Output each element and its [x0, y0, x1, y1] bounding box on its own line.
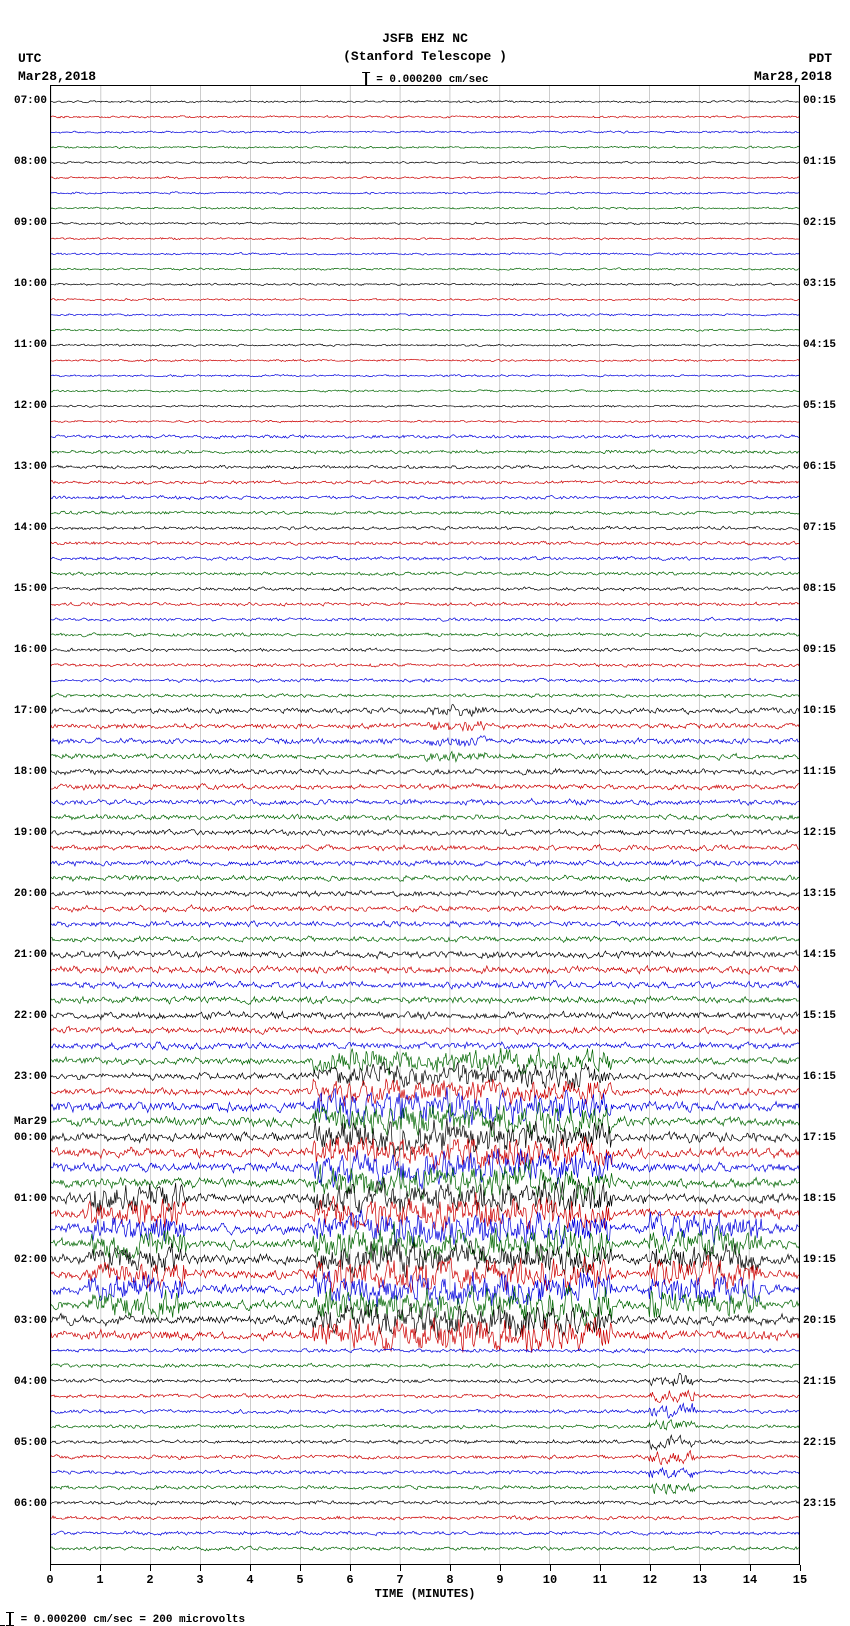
y-left-label: 08:00 [14, 156, 51, 168]
x-axis: TIME (MINUTES) 0123456789101112131415 [50, 1565, 800, 1600]
x-tick [450, 1565, 451, 1571]
y-right-label: 04:15 [799, 339, 836, 351]
y-right-label: 10:15 [799, 705, 836, 717]
y-left-label: 09:00 [14, 217, 51, 229]
y-left-label: 00:00 [14, 1132, 51, 1144]
x-tick-label: 13 [693, 1573, 707, 1587]
x-tick-label: 5 [296, 1573, 303, 1587]
y-left-label: 22:00 [14, 1010, 51, 1022]
header-right: PDT Mar28,2018 [754, 50, 832, 86]
y-left-label: 05:00 [14, 1437, 51, 1449]
station-subtitle: (Stanford Telescope ) [343, 48, 507, 66]
x-tick [400, 1565, 401, 1571]
x-tick [300, 1565, 301, 1571]
y-left-label: 11:00 [14, 339, 51, 351]
y-left-label: 19:00 [14, 827, 51, 839]
y-right-label: 17:15 [799, 1132, 836, 1144]
x-tick-label: 4 [246, 1573, 253, 1587]
footer-scale-bar-icon [0, 1612, 14, 1626]
helicorder-svg [51, 86, 799, 1564]
x-tick-label: 6 [346, 1573, 353, 1587]
x-tick-label: 7 [396, 1573, 403, 1587]
tz-right-label: PDT [754, 50, 832, 68]
header-center: JSFB EHZ NC (Stanford Telescope ) = 0.00… [343, 30, 507, 89]
y-left-label: 21:00 [14, 949, 51, 961]
station-title: JSFB EHZ NC [343, 30, 507, 48]
y-left-label: 23:00 [14, 1071, 51, 1083]
x-tick-label: 2 [146, 1573, 153, 1587]
y-right-label: 03:15 [799, 278, 836, 290]
y-right-label: 11:15 [799, 766, 836, 778]
y-left-label: 02:00 [14, 1254, 51, 1266]
x-axis-title: TIME (MINUTES) [375, 1587, 476, 1601]
x-tick [700, 1565, 701, 1571]
y-right-label: 14:15 [799, 949, 836, 961]
y-right-label: 09:15 [799, 644, 836, 656]
date-left-label: Mar28,2018 [18, 68, 96, 86]
x-tick [500, 1565, 501, 1571]
x-tick [750, 1565, 751, 1571]
y-right-label: 16:15 [799, 1071, 836, 1083]
y-left-label: 20:00 [14, 888, 51, 900]
y-right-label: 18:15 [799, 1193, 836, 1205]
x-tick-label: 3 [196, 1573, 203, 1587]
y-right-label: 06:15 [799, 461, 836, 473]
x-tick-label: 1 [96, 1573, 103, 1587]
header-left: UTC Mar28,2018 [18, 50, 96, 86]
x-tick-label: 11 [593, 1573, 607, 1587]
footer: = 0.000200 cm/sec = 200 microvolts [0, 1612, 850, 1626]
y-right-label: 05:15 [799, 400, 836, 412]
y-left-label: 10:00 [14, 278, 51, 290]
x-tick-label: 9 [496, 1573, 503, 1587]
y-right-label: 07:15 [799, 522, 836, 534]
y-left-label: 15:00 [14, 583, 51, 595]
x-tick-label: 0 [46, 1573, 53, 1587]
x-tick-label: 8 [446, 1573, 453, 1587]
tz-left-label: UTC [18, 50, 96, 68]
y-right-label: 12:15 [799, 827, 836, 839]
x-tick-label: 10 [543, 1573, 557, 1587]
helicorder-container: UTC Mar28,2018 JSFB EHZ NC (Stanford Tel… [0, 10, 850, 1626]
y-right-label: 20:15 [799, 1315, 836, 1327]
y-left-label: 03:00 [14, 1315, 51, 1327]
x-tick-label: 12 [643, 1573, 657, 1587]
y-left-label: 07:00 [14, 95, 51, 107]
y-right-label: 21:15 [799, 1376, 836, 1388]
footer-text: = 0.000200 cm/sec = 200 microvolts [21, 1614, 245, 1626]
y-right-label: 23:15 [799, 1498, 836, 1510]
x-tick-label: 14 [743, 1573, 757, 1587]
x-tick [600, 1565, 601, 1571]
y-left-label: 16:00 [14, 644, 51, 656]
y-right-label: 01:15 [799, 156, 836, 168]
y-left-label: 04:00 [14, 1376, 51, 1388]
y-right-label: 00:15 [799, 95, 836, 107]
y-right-label: 13:15 [799, 888, 836, 900]
x-tick [100, 1565, 101, 1571]
y-left-label: Mar29 [14, 1116, 51, 1128]
y-left-label: 13:00 [14, 461, 51, 473]
y-left-label: 06:00 [14, 1498, 51, 1510]
x-tick [350, 1565, 351, 1571]
y-left-label: 12:00 [14, 400, 51, 412]
x-tick [650, 1565, 651, 1571]
x-tick [200, 1565, 201, 1571]
x-tick [150, 1565, 151, 1571]
y-left-label: 17:00 [14, 705, 51, 717]
y-right-label: 22:15 [799, 1437, 836, 1449]
header: UTC Mar28,2018 JSFB EHZ NC (Stanford Tel… [0, 10, 850, 85]
y-right-label: 08:15 [799, 583, 836, 595]
x-tick [250, 1565, 251, 1571]
y-right-label: 19:15 [799, 1254, 836, 1266]
plot-area: 07:0008:0009:0010:0011:0012:0013:0014:00… [50, 85, 800, 1565]
x-tick-label: 15 [793, 1573, 807, 1587]
y-left-label: 01:00 [14, 1193, 51, 1205]
y-right-label: 02:15 [799, 217, 836, 229]
y-left-label: 18:00 [14, 766, 51, 778]
y-right-label: 15:15 [799, 1010, 836, 1022]
date-right-label: Mar28,2018 [754, 68, 832, 86]
x-tick [550, 1565, 551, 1571]
y-left-label: 14:00 [14, 522, 51, 534]
x-tick [800, 1565, 801, 1571]
x-tick [50, 1565, 51, 1571]
